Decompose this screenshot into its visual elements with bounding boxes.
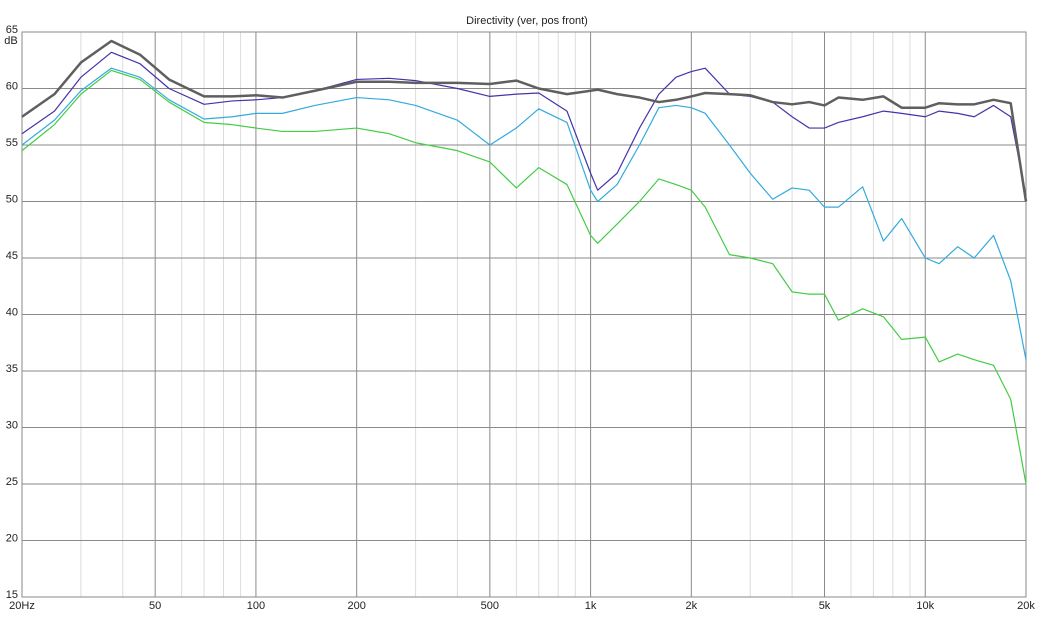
x-tick-label: 5k	[819, 600, 831, 612]
series-line	[21, 51, 1027, 196]
x-tick-label: 2k	[686, 600, 698, 612]
chart-title: Directivity (ver, pos front)	[466, 15, 588, 27]
x-tick-label: 500	[481, 600, 499, 612]
y-tick-label: 65	[6, 24, 18, 36]
y-tick-label: 50	[6, 193, 18, 205]
x-tick-label: 20Hz	[9, 600, 35, 612]
y-axis-label: dB	[4, 35, 17, 47]
x-tick-label: 20k	[1017, 600, 1035, 612]
y-tick-label: 30	[6, 419, 18, 431]
y-tick-label: 20	[6, 532, 18, 544]
y-tick-label: 40	[6, 306, 18, 318]
series-line	[21, 67, 1027, 360]
x-tick-label: 100	[247, 600, 265, 612]
y-tick-label: 60	[6, 80, 18, 92]
x-tick-label: 200	[347, 600, 365, 612]
x-tick-label: 10k	[916, 600, 934, 612]
y-tick-label: 55	[6, 137, 18, 149]
y-tick-label: 35	[6, 363, 18, 375]
x-tick-label: 50	[149, 600, 161, 612]
y-tick-label: 25	[6, 476, 18, 488]
series-line	[21, 39, 1028, 202]
x-tick-label: 1k	[585, 600, 597, 612]
series-line	[21, 69, 1027, 485]
y-tick-label: 45	[6, 250, 18, 262]
y-tick-label: 15	[6, 589, 18, 601]
